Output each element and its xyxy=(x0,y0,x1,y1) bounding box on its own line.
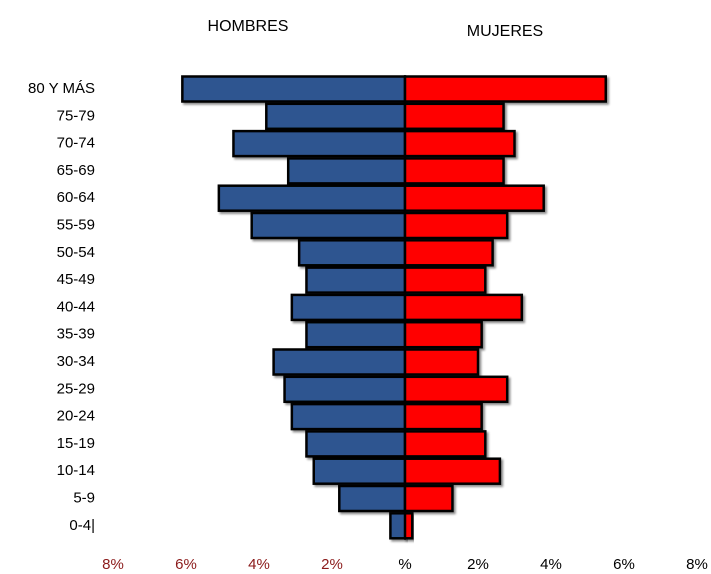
bar xyxy=(403,293,524,322)
category-label: 25-29 xyxy=(57,380,95,397)
bar xyxy=(305,430,407,458)
bar xyxy=(181,75,407,103)
category-label: 30-34 xyxy=(57,353,95,370)
bar xyxy=(297,239,407,267)
bar xyxy=(403,484,454,513)
bar xyxy=(265,102,407,131)
bar xyxy=(403,430,487,458)
x-tick-label: % xyxy=(398,556,411,573)
bar xyxy=(403,239,494,267)
category-label: 0-4| xyxy=(69,517,95,534)
bar xyxy=(389,512,407,540)
bar xyxy=(217,184,407,212)
bar xyxy=(283,375,407,404)
category-label: 20-24 xyxy=(57,408,95,425)
category-label: 10-14 xyxy=(57,462,95,479)
category-label: 65-69 xyxy=(57,162,95,179)
category-label: 60-64 xyxy=(57,189,95,206)
x-tick-label: 2% xyxy=(467,556,489,573)
bar xyxy=(403,129,516,158)
bar xyxy=(403,320,483,349)
category-label: 5-9 xyxy=(73,489,95,506)
category-label: 45-49 xyxy=(57,271,95,288)
bar xyxy=(305,320,407,349)
bar xyxy=(403,512,414,540)
x-tick-label: 4% xyxy=(540,556,562,573)
bar xyxy=(403,457,502,485)
bar xyxy=(403,75,607,103)
bar xyxy=(403,375,509,404)
x-tick-label: 4% xyxy=(248,556,270,573)
bar xyxy=(403,348,480,376)
bar xyxy=(403,266,487,294)
category-label: 70-74 xyxy=(57,135,95,152)
bar xyxy=(286,157,407,185)
category-label: 50-54 xyxy=(57,244,95,261)
bar xyxy=(312,457,407,485)
bar xyxy=(403,402,483,431)
category-label: 35-39 xyxy=(57,326,95,343)
x-tick-label: 6% xyxy=(613,556,635,573)
x-tick-label: 8% xyxy=(102,556,124,573)
bar xyxy=(403,102,505,131)
x-tick-label: 2% xyxy=(321,556,343,573)
category-label: 75-79 xyxy=(57,107,95,124)
bar xyxy=(403,184,545,212)
bar xyxy=(290,293,407,322)
legend-label: MUJERES xyxy=(467,23,543,40)
bar xyxy=(290,402,407,431)
bar xyxy=(305,266,407,294)
bar xyxy=(403,157,505,185)
bar xyxy=(403,211,509,240)
category-label: 15-19 xyxy=(57,435,95,452)
legend-label: HOMBRES xyxy=(208,18,289,35)
category-label: 80 Y MÁS xyxy=(28,80,95,97)
category-label: 55-59 xyxy=(57,216,95,233)
bar xyxy=(272,348,407,376)
category-label: 40-44 xyxy=(57,298,95,315)
bar xyxy=(338,484,407,513)
bar xyxy=(250,211,407,240)
bar xyxy=(232,129,407,158)
x-tick-label: 6% xyxy=(175,556,197,573)
x-tick-label: 8% xyxy=(686,556,708,573)
